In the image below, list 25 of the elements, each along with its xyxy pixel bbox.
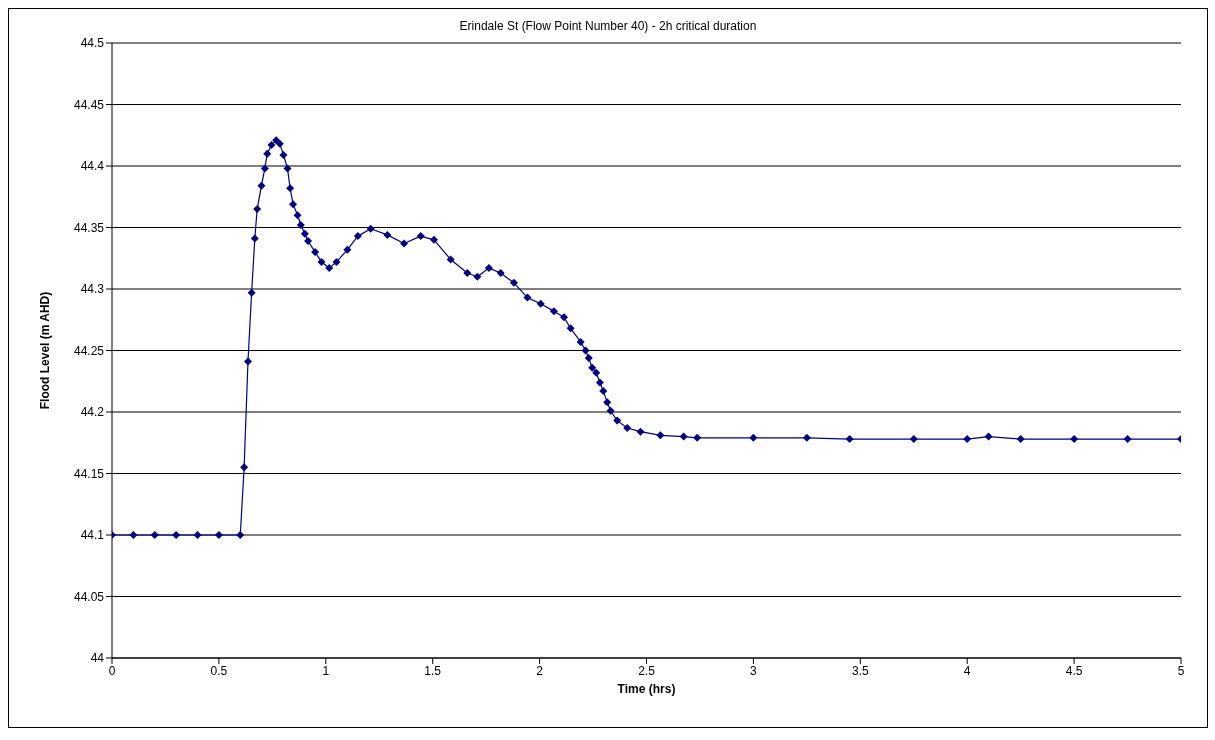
x-tick-label: 5 [1177,663,1185,678]
x-tick-label: 4.5 [1065,663,1083,678]
x-tick-label: 2 [536,663,544,678]
y-tick-label: 44.25 [73,343,105,358]
y-tick-label: 44.35 [73,220,105,235]
y-axis-title: Flood Level (m AHD) [38,291,53,410]
x-tick-label: 0.5 [210,663,228,678]
y-tick-label: 44.3 [80,282,105,297]
x-tick-label: 3 [750,663,758,678]
x-axis-title: Time (hrs) [617,682,676,696]
x-tick-label: 2.5 [638,663,656,678]
y-tick-label: 44.1 [80,528,105,543]
y-tick-label: 44.5 [80,36,105,51]
x-tick-label: 1 [322,663,330,678]
x-tick-label: 3.5 [851,663,869,678]
y-tick-label: 44 [90,651,105,666]
x-tick-label: 4 [963,663,971,678]
chart-title: Erindale St (Flow Point Number 40) - 2h critical duration [458,19,758,33]
y-tick-label: 44.4 [80,159,105,174]
y-tick-label: 44.2 [80,405,105,420]
x-tick-label: 1.5 [424,663,442,678]
y-tick-label: 44.15 [73,466,105,481]
x-tick-label: 0 [108,663,116,678]
y-tick-label: 44.05 [73,589,105,604]
y-tick-label: 44.45 [73,97,105,112]
